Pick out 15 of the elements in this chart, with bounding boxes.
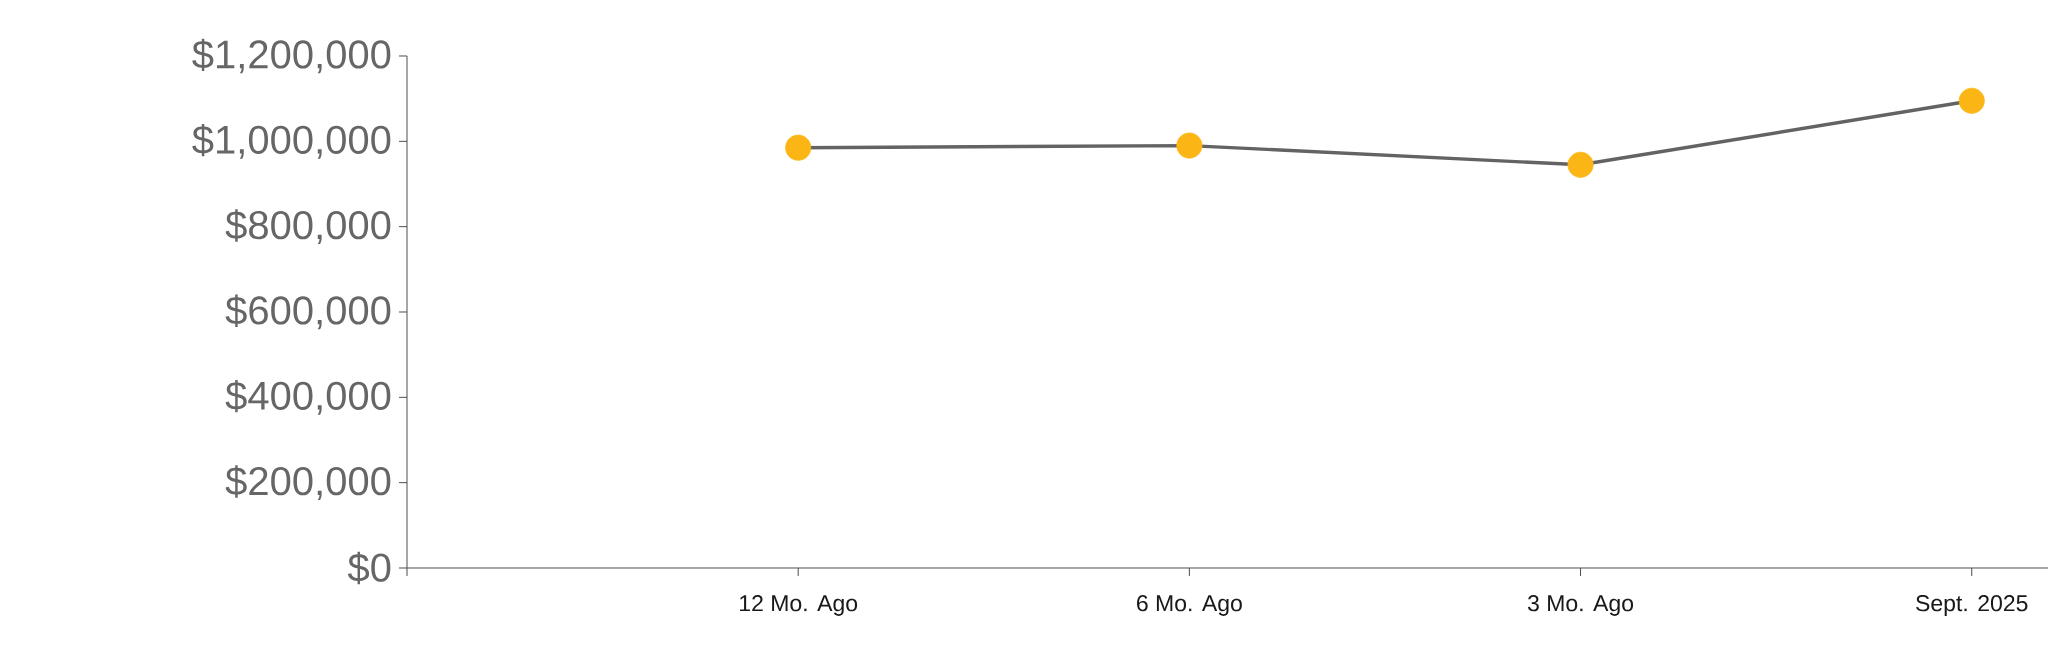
x-tick-label: 6 Mo. Ago xyxy=(1137,595,1242,616)
y-tick-label: $600,000 xyxy=(225,294,391,330)
x-tick-label: Sept. 2025 xyxy=(1916,595,2028,616)
y-tick-label: $1,000,000 xyxy=(192,123,391,159)
point xyxy=(1176,132,1203,159)
x-tick-label: 3 Mo. Ago xyxy=(1527,595,1634,616)
y-tick-label: $800,000 xyxy=(225,209,391,245)
point xyxy=(785,134,812,161)
y-tick-label: $200,000 xyxy=(225,465,391,501)
y-tick-label: $400,000 xyxy=(225,379,391,415)
y-tick-label: $1,200,000 xyxy=(192,38,391,74)
y-tick-label: $0 xyxy=(347,551,391,585)
point xyxy=(1567,151,1594,178)
x-tick-label: 12 Mo. Ago xyxy=(740,595,858,616)
point xyxy=(1958,87,1985,114)
